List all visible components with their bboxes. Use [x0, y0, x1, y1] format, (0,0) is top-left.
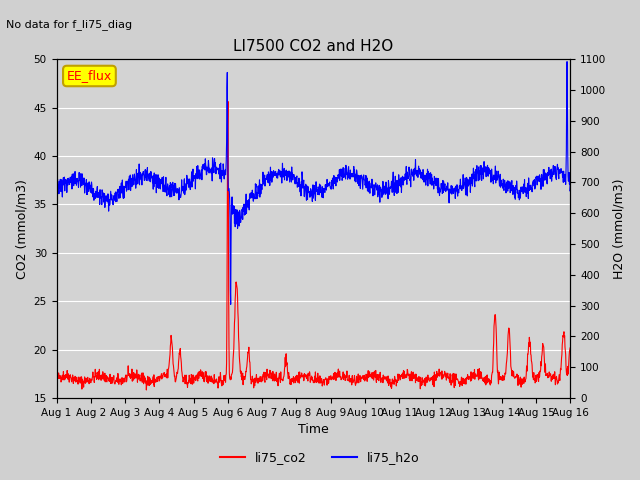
Legend: li75_co2, li75_h2o: li75_co2, li75_h2o: [215, 446, 425, 469]
li75_co2: [143, 387, 150, 393]
Y-axis label: H2O (mmol/m3): H2O (mmol/m3): [612, 179, 625, 279]
li75_co2: [282, 351, 290, 357]
li75_h2o: [271, 169, 279, 175]
li75_h2o: [291, 180, 299, 185]
Title: LI7500 CO2 and H2O: LI7500 CO2 and H2O: [234, 39, 394, 54]
li75_co2: [224, 98, 232, 104]
Y-axis label: CO2 (mmol/m3): CO2 (mmol/m3): [15, 179, 28, 278]
li75_co2: [291, 375, 299, 381]
li75_h2o: [563, 59, 571, 64]
li75_co2: [271, 377, 279, 383]
li75_h2o: [566, 184, 574, 190]
li75_h2o: [52, 194, 60, 200]
li75_h2o: [282, 172, 289, 178]
Text: EE_flux: EE_flux: [67, 70, 112, 83]
li75_h2o: [92, 192, 100, 197]
li75_co2: [52, 374, 60, 380]
li75_h2o: [113, 194, 121, 200]
li75_co2: [92, 373, 100, 379]
li75_co2: [113, 374, 121, 380]
X-axis label: Time: Time: [298, 423, 329, 436]
Line: li75_co2: li75_co2: [56, 101, 570, 390]
Text: No data for f_li75_diag: No data for f_li75_diag: [6, 19, 132, 30]
li75_co2: [566, 345, 574, 351]
li75_h2o: [227, 301, 234, 307]
li75_co2: [346, 378, 353, 384]
Line: li75_h2o: li75_h2o: [56, 61, 570, 304]
li75_h2o: [346, 171, 353, 177]
